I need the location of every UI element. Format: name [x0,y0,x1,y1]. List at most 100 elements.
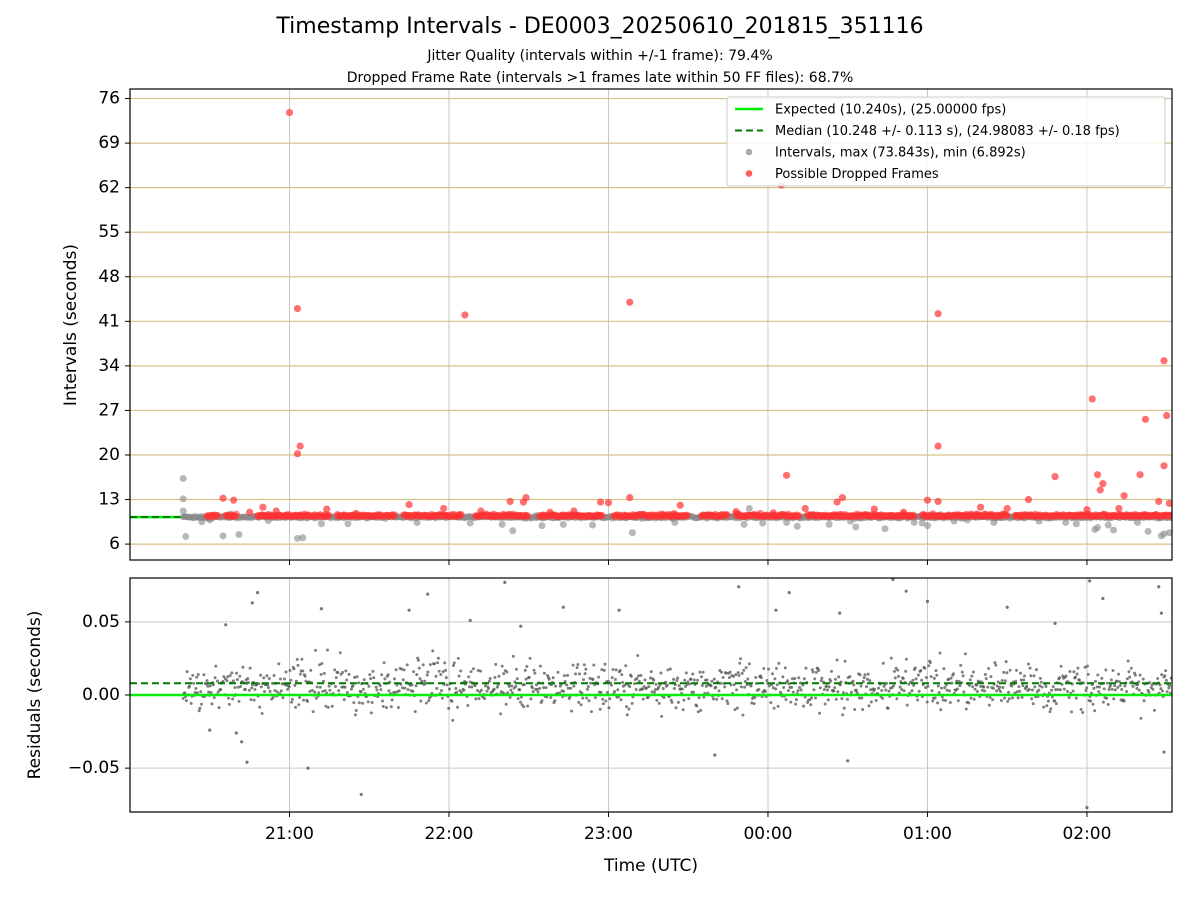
residual-point [259,673,263,677]
residual-point [528,656,532,660]
residual-point [911,678,915,682]
residual-point [1141,677,1145,681]
residual-point [468,618,472,623]
residual-point [591,678,595,682]
residual-point [916,698,920,702]
residual-point [210,702,214,706]
residual-point [290,697,294,701]
interval-point [918,519,926,527]
residual-point [724,671,728,675]
residual-point [610,676,614,680]
residual-point [739,685,743,689]
residual-point [345,691,349,695]
residual-point [522,682,526,686]
residual-point [959,663,963,667]
interval-point [881,525,889,533]
residual-point [1164,669,1168,673]
dropped-frame-point [391,511,399,519]
top-ytick-label: 27 [98,400,120,420]
residual-point [662,695,666,699]
residual-point [583,672,587,676]
residual-point [529,697,533,701]
residual-point [853,708,857,712]
residual-point [933,696,937,700]
interval-point [317,520,325,528]
residual-point [825,684,829,688]
legend-red-dot-icon [745,170,753,177]
x-tick-label: 22:00 [424,824,473,844]
residual-point [1100,676,1104,680]
residual-point [1116,685,1120,689]
residual-point [960,670,964,674]
residual-point [466,703,470,707]
residual-point [884,688,888,692]
residual-point [738,661,742,665]
residual-point [900,687,904,691]
residual-point [840,697,844,701]
dropped-frame-point [457,511,465,519]
residual-point [1075,672,1079,676]
residual-point [841,691,845,695]
residual-point [940,686,944,690]
residual-point [957,679,961,683]
residual-point [370,701,374,705]
residual-point [191,673,195,677]
dropped-frame-point [325,511,333,520]
residual-point [286,687,290,691]
residual-point [195,675,199,679]
residual-point [1139,716,1143,720]
residual-point [199,690,203,694]
residual-point [861,707,865,711]
residual-point [665,683,669,687]
residual-point [925,700,929,704]
residual-point [434,674,438,678]
residual-point [196,672,200,676]
residual-point [996,680,1000,684]
residual-point [747,662,751,666]
residual-point [440,688,444,692]
residual-point [471,667,475,671]
residual-point [684,671,688,675]
residual-point [1104,668,1108,672]
dropped-frame-point [1093,471,1102,479]
residual-point [479,688,483,692]
residual-point [818,686,822,690]
residual-point [1013,691,1017,695]
residual-point [613,678,617,682]
residual-point [339,672,343,676]
residual-point [740,671,744,675]
residual-point [776,704,780,708]
residual-point [354,708,358,712]
residual-point [829,669,833,673]
residual-point [967,701,971,705]
residual-point [509,688,513,692]
residual-point [1083,665,1087,669]
residual-point [613,690,617,694]
residual-point [1071,689,1075,693]
residual-point [869,688,873,692]
residual-point [989,675,993,679]
residual-point [1085,806,1089,810]
residual-point [566,673,570,677]
residual-point [309,668,313,672]
residual-point [296,663,300,667]
residual-point [880,689,884,693]
residual-point [604,699,608,703]
residual-point [881,696,885,700]
residual-point [324,704,328,708]
dropped-frame-point [352,509,360,518]
residual-point [1006,699,1010,703]
residual-point [843,659,847,663]
residual-point [751,697,755,701]
residual-point [415,673,419,677]
residual-point [273,688,277,692]
dropped-frame-point [934,310,942,318]
residual-point [793,676,797,680]
residual-point [188,677,192,681]
residual-point [579,703,583,707]
residual-point [950,681,954,685]
interval-point [466,519,474,527]
interval-point [1104,521,1112,529]
residual-point [655,698,659,702]
residual-point [1038,676,1042,680]
